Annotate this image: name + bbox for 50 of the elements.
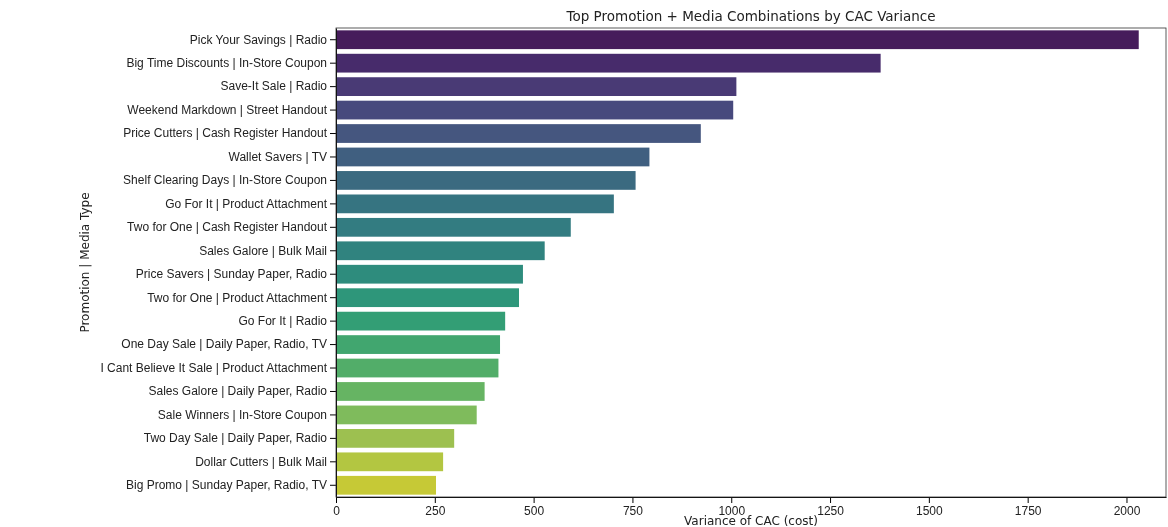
y-tick-label: Price Savers | Sunday Paper, Radio	[135, 267, 328, 282]
bar	[336, 171, 636, 190]
y-tick-label: I Cant Believe It Sale | Product Attachment	[100, 360, 328, 375]
bar	[336, 452, 444, 472]
bar	[336, 30, 1139, 50]
y-tick-label: Two for One | Product Attachment	[147, 290, 328, 305]
y-tick-label: Go For It | Radio	[238, 313, 328, 328]
bar	[336, 53, 881, 73]
bar	[336, 475, 436, 495]
bar	[336, 429, 455, 448]
bar	[336, 288, 519, 308]
y-tick-label: Sales Galore | Daily Paper, Radio	[148, 384, 328, 399]
y-tick-label: One Day Sale | Daily Paper, Radio, TV	[121, 337, 327, 352]
bar	[336, 217, 571, 237]
y-tick-label: Dollar Cutters | Bulk Mail	[195, 454, 327, 469]
y-tick-label: Weekend Markdown | Street Handout	[127, 102, 328, 117]
x-tick-label: 1250	[817, 503, 845, 518]
y-tick-label: Save-It Sale | Radio	[220, 79, 328, 94]
bar	[336, 77, 737, 97]
y-tick-label: Big Promo | Sunday Paper, Radio, TV	[125, 478, 327, 493]
x-tick-label: 500	[524, 503, 545, 518]
y-tick-label: Two Day Sale | Daily Paper, Radio	[143, 431, 328, 446]
x-tick-label: 1750	[1014, 503, 1042, 518]
y-tick-label: Shelf Clearing Days | In-Store Coupon	[123, 173, 327, 188]
y-tick-label: Wallet Savers | TV	[228, 149, 327, 164]
x-tick-label: 1500	[916, 503, 944, 518]
x-tick-label: 750	[622, 503, 644, 518]
y-tick-label: Pick Your Savings | Radio	[189, 32, 328, 47]
y-tick-label: Go For It | Product Attachment	[165, 196, 328, 211]
y-tick-label: Big Time Discounts | In-Store Coupon	[126, 56, 327, 71]
x-tick-label: 250	[425, 503, 446, 518]
bar	[336, 124, 701, 143]
bar	[336, 264, 523, 284]
y-axis-title: Promotion | Media Type	[77, 192, 92, 333]
x-tick-label: 2000	[1113, 503, 1141, 518]
bar	[336, 311, 506, 331]
chart-title: Top Promotion + Media Combinations by CAC Variance	[565, 8, 936, 24]
bar	[336, 241, 545, 261]
bar	[336, 335, 501, 354]
bar	[336, 100, 734, 120]
x-tick-label: 0	[333, 503, 341, 518]
bar	[336, 194, 614, 214]
y-tick-label: Price Cutters | Cash Register Handout	[123, 126, 328, 141]
bar	[336, 405, 477, 425]
bar	[336, 147, 650, 167]
y-tick-label: Two for One | Cash Register Handout	[127, 220, 328, 235]
y-tick-label: Sales Galore | Bulk Mail	[199, 243, 327, 258]
bar	[336, 382, 485, 401]
y-tick-label: Sale Winners | In-Store Coupon	[157, 407, 327, 422]
bar	[336, 358, 499, 378]
